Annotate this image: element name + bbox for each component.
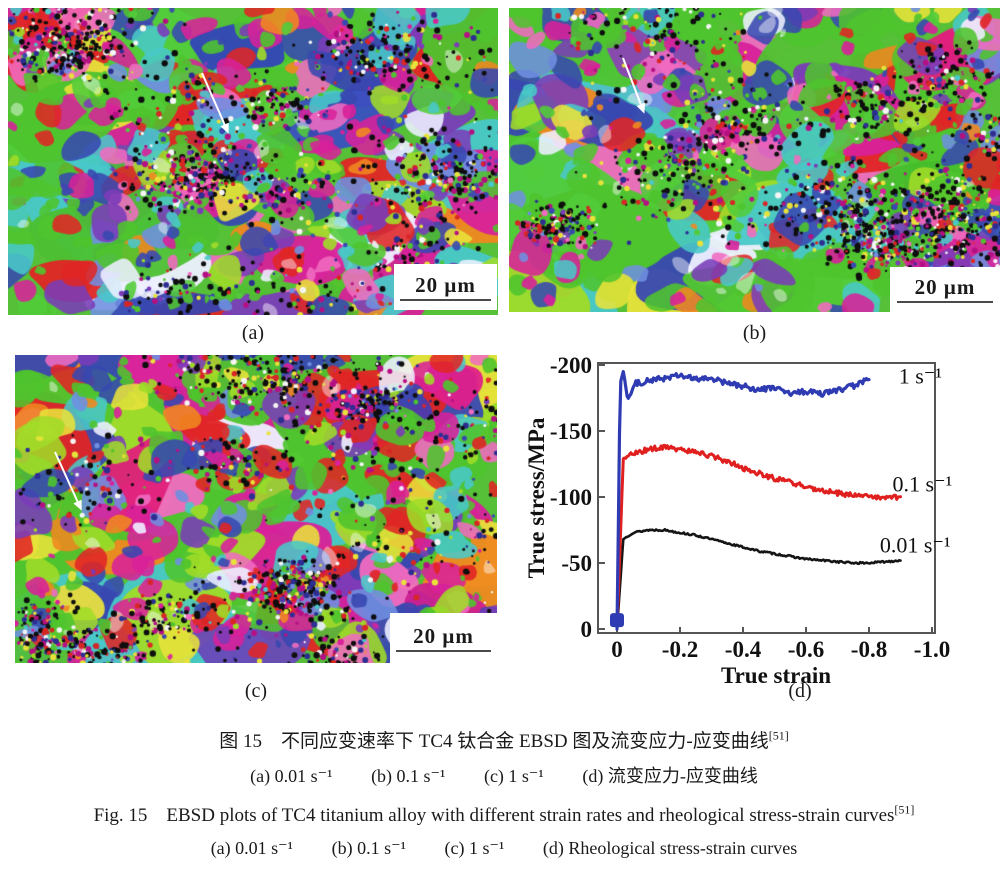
ebsd-panel-b: 20 μm — [509, 8, 1000, 312]
caption-item: (d) 流变应力-应变曲线 — [582, 766, 758, 786]
svg-text:0.01 s⁻¹: 0.01 s⁻¹ — [880, 532, 951, 557]
svg-text:1 s⁻¹: 1 s⁻¹ — [899, 363, 942, 388]
panel-label-d: (d) — [788, 680, 812, 702]
svg-text:-0.8: -0.8 — [851, 637, 887, 662]
caption-item: (d) Rheological stress-strain curves — [542, 838, 798, 858]
panel-label-b: (b) — [742, 322, 767, 344]
ebsd-map-canvas-c — [15, 355, 497, 663]
svg-text:-0.6: -0.6 — [788, 637, 824, 662]
svg-text:True strain: True strain — [721, 663, 831, 688]
panel-label-c: (c) — [244, 680, 268, 702]
svg-text:-200: -200 — [550, 353, 592, 378]
svg-text:True stress/MPa: True stress/MPa — [524, 417, 549, 578]
caption-english-title: Fig. 15 EBSD plots of TC4 titanium alloy… — [0, 800, 1008, 827]
caption-english-subitems: (a) 0.01 s⁻¹ (b) 0.1 s⁻¹ (c) 1 s⁻¹ (d) R… — [0, 838, 1008, 859]
svg-text:-100: -100 — [550, 485, 592, 510]
scale-bar-a: 20 μm — [394, 264, 497, 310]
scale-bar-b: 20 μm — [890, 267, 1000, 312]
stress-strain-chart: 0 -0.2 -0.4 -0.6 -0.8 -1.0 0 -50 -100 -150 -200 Tru… — [524, 353, 952, 688]
svg-text:0.1 s⁻¹: 0.1 s⁻¹ — [892, 472, 952, 497]
caption-chinese-subitems: (a) 0.01 s⁻¹ (b) 0.1 s⁻¹ (c) 1 s⁻¹ (d) 流… — [0, 762, 1008, 788]
svg-text:-0.2: -0.2 — [662, 637, 698, 662]
svg-text:-150: -150 — [550, 419, 592, 444]
caption-item: (b) 0.1 s⁻¹ — [371, 766, 446, 786]
scale-bar-c: 20 μm — [390, 613, 497, 663]
caption-item: (b) 0.1 s⁻¹ — [331, 838, 406, 858]
ebsd-map-canvas-b — [509, 8, 1000, 312]
caption-english-title-text: Fig. 15 EBSD plots of TC4 titanium alloy… — [93, 805, 895, 826]
panel-label-a: (a) — [241, 322, 265, 344]
scale-bar-line — [896, 301, 994, 303]
caption-chinese-title: 图 15 不同应变速率下 TC4 钛合金 EBSD 图及流变应力-应变曲线[51… — [0, 726, 1008, 753]
svg-text:0: 0 — [611, 637, 623, 662]
caption-item: (a) 0.01 s⁻¹ — [250, 766, 333, 786]
caption-item: (a) 0.01 s⁻¹ — [210, 838, 294, 858]
svg-text:-50: -50 — [561, 551, 592, 576]
scale-bar-label: 20 μm — [914, 275, 976, 299]
ebsd-panel-c: 20 μm — [15, 355, 497, 663]
caption-item: (c) 1 s⁻¹ — [444, 838, 505, 858]
scale-bar-line — [396, 649, 491, 652]
ebsd-map-canvas-a — [8, 8, 498, 315]
caption-item: (c) 1 s⁻¹ — [483, 766, 544, 786]
svg-text:-0.4: -0.4 — [725, 637, 762, 662]
scale-bar-line — [400, 298, 491, 301]
svg-text:0: 0 — [581, 617, 593, 642]
caption-chinese-title-text: 图 15 不同应变速率下 TC4 钛合金 EBSD 图及流变应力-应变曲线 — [219, 731, 769, 752]
svg-text:-1.0: -1.0 — [914, 637, 950, 662]
scale-bar-label: 20 μm — [413, 623, 474, 648]
caption-reference-sup: [51] — [768, 728, 789, 743]
caption-reference-sup: [51] — [894, 802, 915, 817]
scale-bar-label: 20 μm — [415, 272, 476, 297]
ebsd-panel-a: 20 μm — [8, 8, 498, 315]
